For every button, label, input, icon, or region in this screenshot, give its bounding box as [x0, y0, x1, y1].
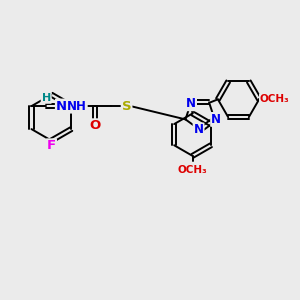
- Text: OCH₃: OCH₃: [178, 165, 207, 175]
- Text: F: F: [47, 140, 56, 152]
- Text: OCH₃: OCH₃: [260, 94, 290, 104]
- Text: S: S: [122, 100, 131, 112]
- Text: N: N: [211, 113, 221, 126]
- Text: N: N: [186, 97, 196, 110]
- Text: H: H: [42, 93, 51, 103]
- Text: NH: NH: [67, 100, 87, 112]
- Text: N: N: [56, 100, 67, 112]
- Text: O: O: [89, 119, 101, 132]
- Text: N: N: [194, 124, 204, 136]
